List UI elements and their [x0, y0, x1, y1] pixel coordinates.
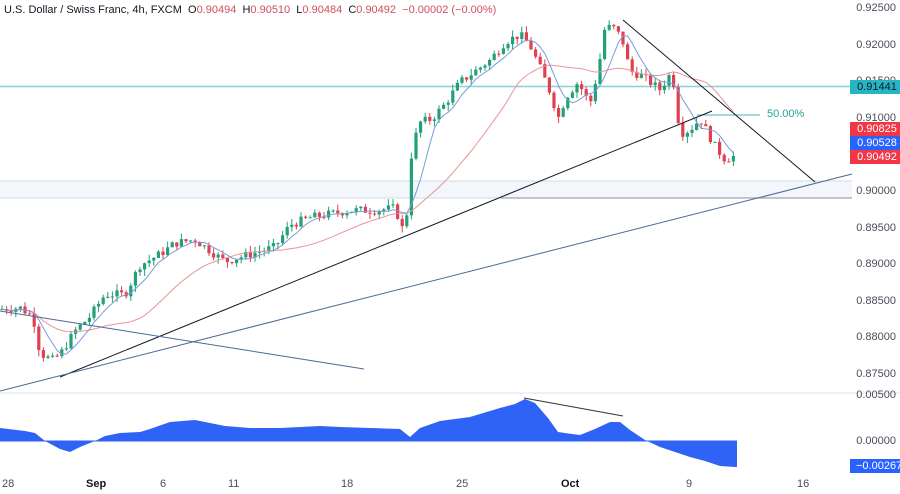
time-tick: 28	[2, 478, 15, 490]
low-value: 0.90484	[302, 4, 343, 16]
high-value: 0.90510	[250, 4, 291, 16]
ma-slow-price-tag: 0.90825	[850, 122, 900, 136]
horizontal-level-price-tag: 0.91441	[850, 80, 900, 94]
time-tick: 25	[456, 478, 469, 490]
falling-blue-trendline[interactable]	[0, 310, 365, 370]
time-tick: 18	[341, 478, 354, 490]
open-value: 0.90494	[196, 4, 237, 16]
rising-support-trendline[interactable]	[59, 110, 713, 378]
price-tick: 0.89500	[856, 221, 896, 234]
change-value: −0.00002 (−0.00%)	[402, 4, 497, 16]
price-tick: 0.92500	[856, 2, 896, 14]
time-tick: 11	[228, 478, 240, 490]
time-tick: Sep	[86, 478, 107, 490]
price-tick: 0.87500	[856, 368, 896, 380]
oscillator-value-tag: −0.00267	[850, 459, 900, 473]
high-label: H	[242, 4, 251, 16]
open-label: O	[188, 4, 197, 16]
price-tick: 0.92000	[856, 38, 896, 51]
low-label: L	[296, 4, 303, 16]
oscillator-area	[0, 399, 737, 467]
price-tick: 0.89000	[856, 258, 896, 271]
price-tick: 0.88000	[856, 331, 896, 344]
divergence-line[interactable]	[523, 397, 624, 417]
close-value: 0.90492	[356, 4, 397, 16]
ma-fast-line	[1, 35, 734, 355]
oscillator-tick-upper: 0.00500	[856, 389, 896, 401]
fib-50-label: 50.00%	[767, 108, 805, 120]
price-tick: 0.88500	[856, 294, 896, 307]
time-tick: Oct	[561, 478, 580, 490]
symbol-title: U.S. Dollar / Swiss Franc, 4h, FXCM	[4, 4, 182, 16]
price-tick: 0.90000	[856, 185, 896, 197]
last-price-price-tag: 0.90492	[850, 150, 900, 164]
price-tick: 0.91000	[856, 111, 896, 124]
time-tick: 6	[160, 478, 167, 490]
time-tick: 16	[797, 478, 810, 490]
close-label: C	[348, 4, 357, 16]
chart-legend: U.S. Dollar / Swiss Franc, 4h, FXCM O0.9…	[4, 4, 496, 16]
oscillator-tick-zero: 0.00000	[856, 435, 896, 447]
falling-resistance-trendline[interactable]	[622, 19, 816, 183]
long-term-rising-trendline[interactable]	[0, 173, 853, 392]
support-zone[interactable]	[0, 181, 852, 198]
ma-fast-price-tag: 0.90528	[850, 136, 900, 150]
time-tick: 9	[686, 478, 693, 490]
ma-slow-line	[1, 64, 734, 333]
